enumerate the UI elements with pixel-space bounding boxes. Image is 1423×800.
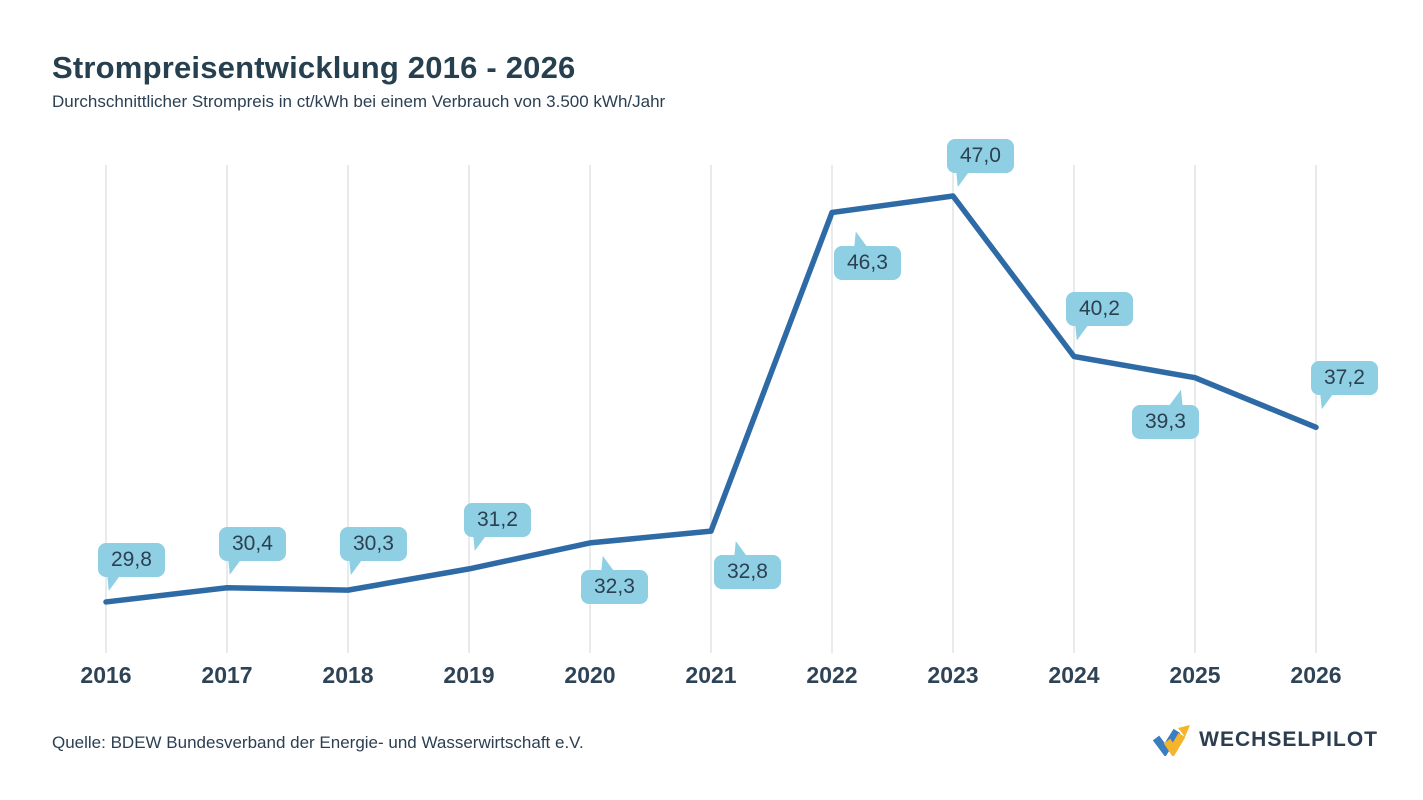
logo-text: WECHSELPILOT (1199, 728, 1378, 751)
page-subtitle: Durchschnittlicher Strompreis in ct/kWh … (52, 92, 666, 111)
source-note: Quelle: BDEW Bundesverband der Energie- … (52, 733, 584, 752)
page-title: Strompreisentwicklung 2016 - 2026 (52, 50, 576, 85)
wechselpilot-logo: WECHSELPILOT (1152, 724, 1378, 756)
price-line-series (103, 193, 1319, 605)
wechselpilot-logo-icon (1152, 725, 1191, 756)
